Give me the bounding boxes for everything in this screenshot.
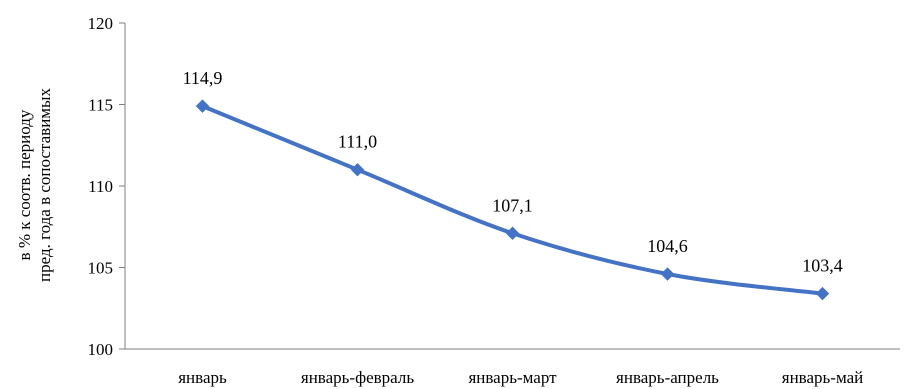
data-point-label: 111,0 xyxy=(338,132,377,152)
data-point-marker xyxy=(505,226,520,240)
y-axis-ticks: 100 105 110 115 120 xyxy=(88,14,125,359)
x-tick-label: январь-февраль xyxy=(301,368,414,387)
y-axis-title: в % к соотв. периоду пред. года в сопост… xyxy=(15,88,54,282)
data-point-label: 103,4 xyxy=(802,256,843,276)
x-tick-label: январь-март xyxy=(468,368,557,387)
data-labels: 114,9 111,0 107,1 104,6 103,4 xyxy=(183,68,843,275)
y-tick-label: 120 xyxy=(88,14,114,33)
x-tick-label: январь-май xyxy=(782,368,863,387)
data-point-label: 104,6 xyxy=(647,236,688,256)
y-tick-label: 110 xyxy=(88,177,113,196)
data-point-marker xyxy=(815,286,830,301)
data-point-marker xyxy=(660,267,675,281)
y-tick-label: 115 xyxy=(88,96,113,115)
y-tick-label: 100 xyxy=(88,340,114,359)
x-tick-label: январь-апрель xyxy=(616,368,719,387)
data-point-label: 114,9 xyxy=(183,68,223,88)
y-axis-title-line-1: в % к соотв. периоду xyxy=(15,109,34,260)
data-point-marker xyxy=(195,99,210,113)
data-point-marker xyxy=(350,162,365,177)
x-axis-ticks: январь январь-февраль январь-март январь-ап… xyxy=(178,368,863,387)
y-axis-title-line-2: пред. года в сопоставимых xyxy=(35,88,54,282)
series-markers xyxy=(195,99,830,301)
y-tick-label: 105 xyxy=(88,259,114,278)
x-tick-label: январь xyxy=(178,368,227,387)
data-point-label: 107,1 xyxy=(492,195,533,215)
